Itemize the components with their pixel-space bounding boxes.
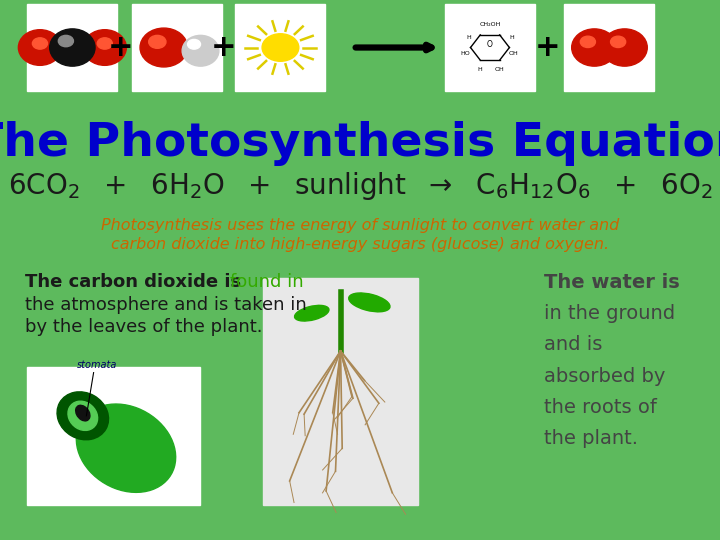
Ellipse shape <box>611 36 626 48</box>
Ellipse shape <box>68 401 98 430</box>
Ellipse shape <box>76 404 176 492</box>
Bar <box>235 4 325 91</box>
Ellipse shape <box>57 392 109 440</box>
Text: carbon dioxide into high-energy sugars (glucose) and oxygen.: carbon dioxide into high-energy sugars (… <box>111 237 609 252</box>
Bar <box>27 367 200 505</box>
Ellipse shape <box>50 29 95 66</box>
Text: +: + <box>211 33 237 62</box>
Ellipse shape <box>58 36 73 47</box>
Text: and is: and is <box>544 335 602 354</box>
Ellipse shape <box>294 305 329 321</box>
Ellipse shape <box>149 36 166 49</box>
Bar <box>263 278 418 505</box>
Circle shape <box>262 34 299 62</box>
Text: Photosynthesis uses the energy of sunlight to convert water and: Photosynthesis uses the energy of sunlig… <box>101 218 619 233</box>
Ellipse shape <box>188 39 200 49</box>
Text: CH₂OH: CH₂OH <box>480 23 500 28</box>
Text: H: H <box>467 35 471 40</box>
Text: The water is: The water is <box>544 273 680 292</box>
Ellipse shape <box>602 29 647 66</box>
Text: absorbed by: absorbed by <box>544 367 665 386</box>
Text: O: O <box>487 40 493 49</box>
Text: +: + <box>534 33 560 62</box>
Ellipse shape <box>572 29 617 66</box>
Text: H: H <box>478 67 482 72</box>
Text: the plant.: the plant. <box>544 429 638 448</box>
Text: HO: HO <box>461 51 471 56</box>
Ellipse shape <box>348 293 390 312</box>
Text: the atmosphere and is taken in: the atmosphere and is taken in <box>25 296 307 314</box>
Bar <box>564 4 654 91</box>
Text: The carbon dioxide is: The carbon dioxide is <box>25 273 248 291</box>
Text: the roots of: the roots of <box>544 398 657 417</box>
Text: in the ground: in the ground <box>544 304 675 323</box>
Ellipse shape <box>182 36 219 66</box>
Ellipse shape <box>32 38 48 49</box>
Ellipse shape <box>140 28 187 67</box>
Bar <box>132 4 222 91</box>
Ellipse shape <box>580 36 595 48</box>
Bar <box>27 4 117 91</box>
Text: $\mathregular{6CO_2\ \ +\ \ 6H_2O\ \ +\ \ sunlight\ \ \rightarrow\ \ C_6H_{12}O_: $\mathregular{6CO_2\ \ +\ \ 6H_2O\ \ +\ … <box>8 170 712 202</box>
Text: stomata: stomata <box>77 360 117 369</box>
Ellipse shape <box>76 406 90 421</box>
Text: by the leaves of the plant.: by the leaves of the plant. <box>25 318 263 335</box>
Ellipse shape <box>19 30 62 65</box>
Ellipse shape <box>84 30 127 65</box>
Text: OH: OH <box>508 51 518 56</box>
Bar <box>445 4 535 91</box>
Text: The Photosynthesis Equation: The Photosynthesis Equation <box>0 120 720 166</box>
Text: +: + <box>108 33 134 62</box>
Text: found in: found in <box>230 273 304 291</box>
Ellipse shape <box>97 38 112 49</box>
Text: H: H <box>509 35 513 40</box>
Text: OH: OH <box>495 67 505 72</box>
